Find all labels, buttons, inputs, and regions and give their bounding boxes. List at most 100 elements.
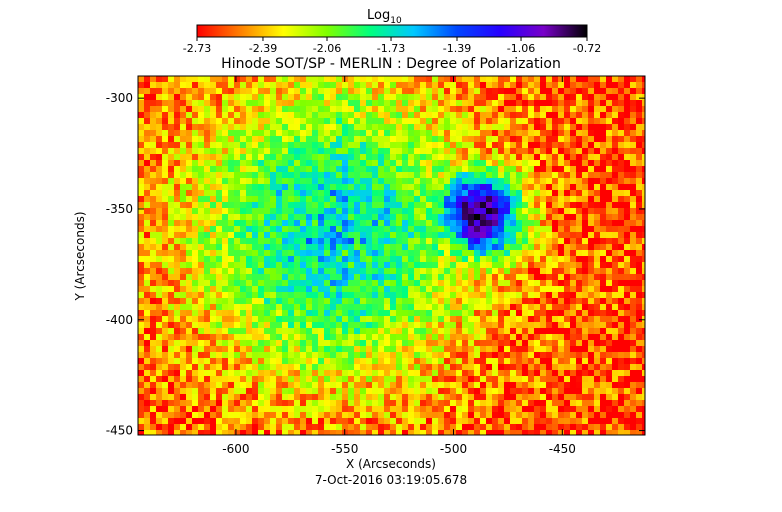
heatmap-cell	[504, 376, 510, 382]
heatmap-cell	[216, 388, 222, 394]
heatmap-cell	[156, 400, 162, 406]
heatmap-cell	[402, 382, 408, 388]
heatmap-cell	[306, 172, 312, 178]
heatmap-cell	[546, 208, 552, 214]
heatmap-cell	[180, 250, 186, 256]
heatmap-cell	[390, 376, 396, 382]
heatmap-cell	[342, 334, 348, 340]
heatmap-cell	[504, 220, 510, 226]
heatmap-cell	[432, 112, 438, 118]
heatmap-cell	[210, 232, 216, 238]
heatmap-cell	[528, 94, 534, 100]
heatmap-cell	[498, 262, 504, 268]
colorbar-ticks: -2.73 -2.39 -2.06 -1.73 -1.39 -1.06 -0.72	[183, 37, 601, 55]
heatmap-cell	[216, 130, 222, 136]
heatmap-cell	[564, 394, 570, 400]
heatmap-cell	[426, 382, 432, 388]
heatmap-cell	[312, 88, 318, 94]
heatmap-cell	[300, 202, 306, 208]
heatmap-cell	[354, 268, 360, 274]
heatmap-cell	[180, 418, 186, 424]
heatmap-cell	[210, 298, 216, 304]
heatmap-cell	[480, 358, 486, 364]
heatmap-cell	[366, 364, 372, 370]
heatmap-cell	[546, 178, 552, 184]
heatmap-cell	[588, 334, 594, 340]
heatmap-cell	[576, 220, 582, 226]
heatmap-cell	[228, 256, 234, 262]
heatmap-cell	[294, 214, 300, 220]
heatmap-cell	[222, 376, 228, 382]
heatmap-cell	[294, 310, 300, 316]
heatmap-cell	[156, 316, 162, 322]
heatmap-cell	[222, 160, 228, 166]
heatmap-cell	[216, 124, 222, 130]
heatmap-cell	[384, 370, 390, 376]
heatmap-cell	[162, 196, 168, 202]
heatmap-cell	[312, 418, 318, 424]
heatmap-cell	[540, 178, 546, 184]
heatmap-cell	[366, 130, 372, 136]
heatmap-cell	[558, 358, 564, 364]
heatmap-cell	[558, 262, 564, 268]
heatmap-cell	[558, 148, 564, 154]
heatmap-cell	[576, 244, 582, 250]
heatmap-cell	[312, 196, 318, 202]
heatmap-cell	[264, 298, 270, 304]
heatmap-cell	[564, 268, 570, 274]
heatmap-cell	[438, 310, 444, 316]
heatmap-cell	[402, 274, 408, 280]
heatmap-cell	[246, 202, 252, 208]
heatmap-cell	[420, 130, 426, 136]
heatmap-cell	[480, 370, 486, 376]
heatmap-cell	[576, 310, 582, 316]
heatmap-cell	[462, 346, 468, 352]
heatmap-cell	[288, 358, 294, 364]
heatmap-cell	[192, 418, 198, 424]
heatmap-cell	[306, 322, 312, 328]
heatmap-cell	[480, 328, 486, 334]
heatmap-cell	[180, 430, 186, 435]
heatmap-cell	[186, 424, 192, 430]
heatmap-cell	[162, 328, 168, 334]
heatmap-cell	[402, 400, 408, 406]
heatmap-cell	[414, 226, 420, 232]
heatmap-cell	[330, 304, 336, 310]
heatmap-cell	[228, 220, 234, 226]
heatmap-cell	[306, 88, 312, 94]
heatmap-cell	[606, 274, 612, 280]
heatmap-cell	[570, 88, 576, 94]
heatmap-cell	[204, 154, 210, 160]
heatmap-cell	[516, 334, 522, 340]
heatmap-cell	[192, 166, 198, 172]
heatmap-cell	[588, 118, 594, 124]
heatmap-cell	[342, 100, 348, 106]
heatmap-cell	[144, 388, 150, 394]
heatmap-cell	[612, 106, 618, 112]
heatmap-cell	[606, 352, 612, 358]
heatmap-cell	[192, 424, 198, 430]
heatmap-cell	[492, 406, 498, 412]
heatmap-cell	[504, 106, 510, 112]
heatmap-cell	[372, 268, 378, 274]
heatmap-cell	[576, 136, 582, 142]
heatmap-cell	[222, 82, 228, 88]
heatmap-cell	[204, 94, 210, 100]
heatmap-cell	[240, 136, 246, 142]
heatmap-cell	[534, 196, 540, 202]
heatmap-cell	[228, 166, 234, 172]
heatmap-cell	[228, 316, 234, 322]
heatmap-cell	[510, 370, 516, 376]
heatmap-cell	[378, 400, 384, 406]
heatmap-cell	[492, 322, 498, 328]
heatmap-cell	[426, 274, 432, 280]
heatmap-cell	[330, 430, 336, 435]
heatmap-cell	[402, 424, 408, 430]
heatmap-cell	[630, 190, 636, 196]
heatmap-cell	[258, 376, 264, 382]
heatmap-cell	[492, 430, 498, 435]
heatmap-cell	[306, 310, 312, 316]
heatmap-cell	[156, 196, 162, 202]
heatmap-cell	[270, 208, 276, 214]
heatmap-cell	[372, 178, 378, 184]
